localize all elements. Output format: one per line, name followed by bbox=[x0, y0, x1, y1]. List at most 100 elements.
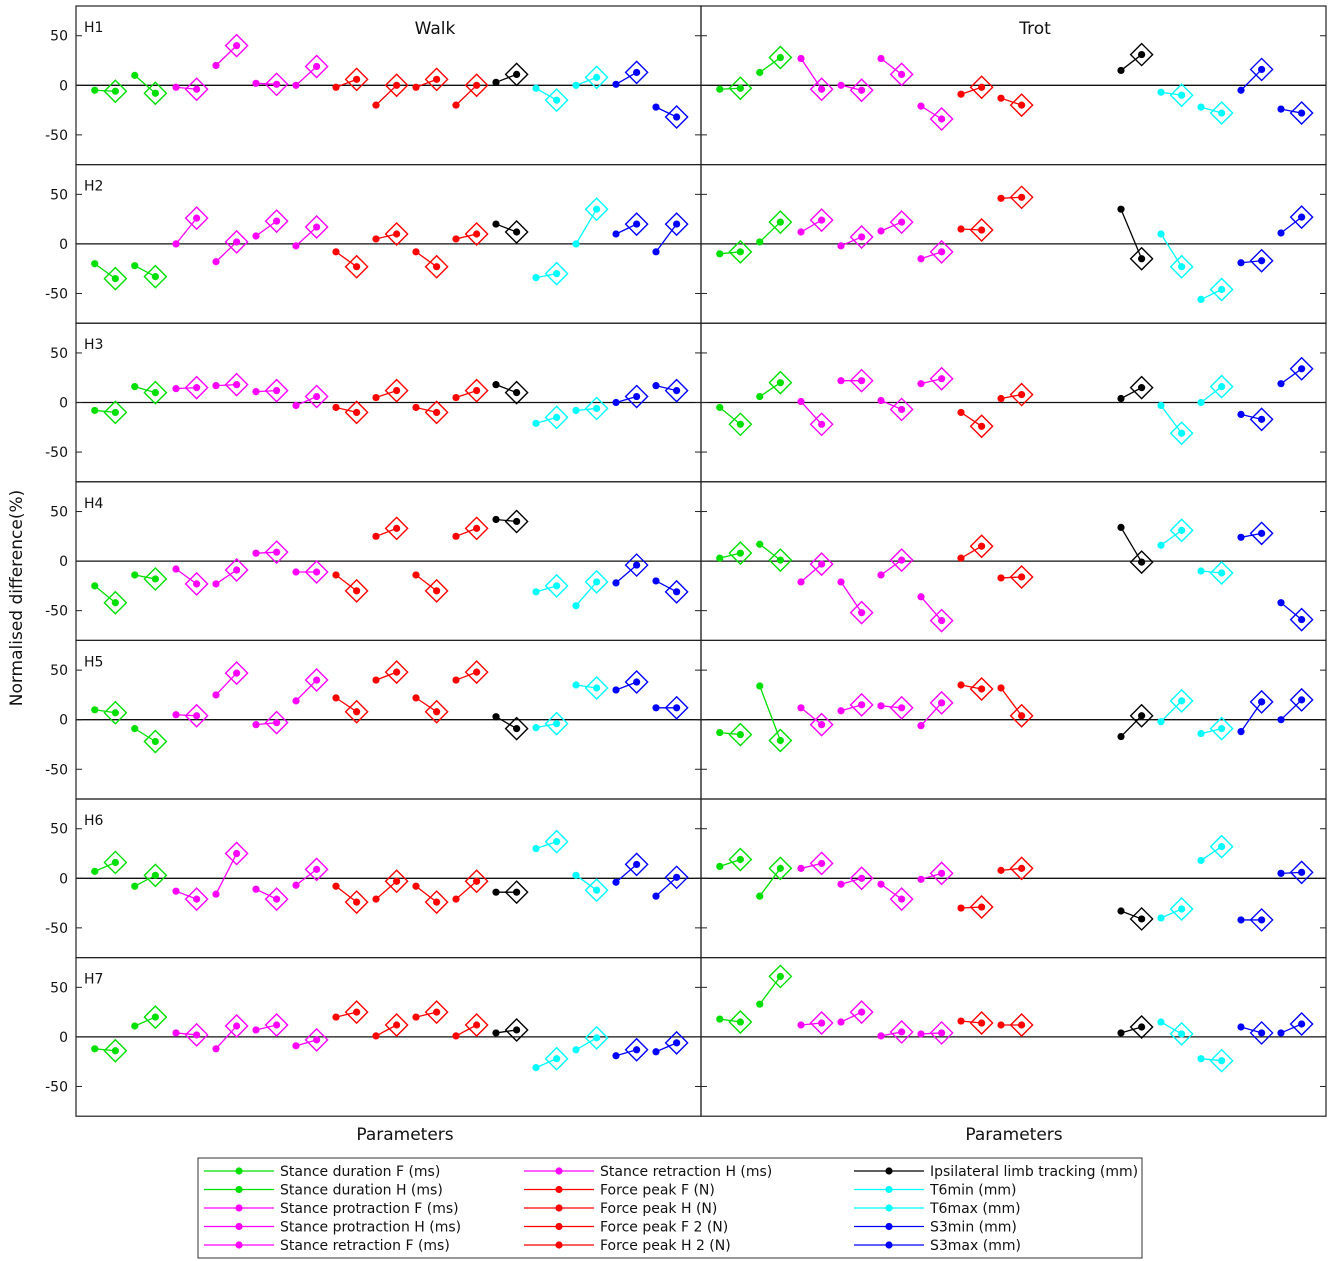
series-link-force-peak-h-2-n bbox=[455, 527, 477, 537]
diamond-stance-protraction-h-ms bbox=[224, 229, 249, 254]
y-tick-label: -50 bbox=[45, 286, 68, 302]
diamond-t6min-mm bbox=[544, 261, 569, 286]
point-right-stance-duration-h-ms bbox=[776, 53, 784, 62]
series-link-t6max-mm bbox=[575, 76, 597, 86]
legend-marker-force-peak-f-2-n bbox=[555, 1222, 563, 1231]
diamond-stance-protraction-f-ms bbox=[184, 703, 209, 728]
point-left-force-peak-f-n bbox=[332, 403, 340, 412]
diamond-stance-duration-h-ms bbox=[143, 264, 168, 289]
point-left-force-peak-f-n bbox=[332, 571, 340, 579]
diamond-s3max-mm bbox=[664, 378, 689, 403]
point-left-stance-protraction-h-ms bbox=[212, 691, 220, 699]
series-link-stance-protraction-h-ms bbox=[840, 1011, 862, 1023]
series-link-stance-duration-h-ms bbox=[134, 728, 156, 743]
point-left-s3max-mm bbox=[652, 704, 660, 712]
legend-label-t6max-mm: T6max (mm) bbox=[929, 1201, 1021, 1217]
point-right-s3min-mm bbox=[633, 678, 641, 686]
series-link-force-peak-h-n bbox=[375, 1024, 397, 1037]
point-right-t6max-mm bbox=[593, 404, 601, 413]
series-link-stance-protraction-f-ms bbox=[800, 219, 822, 233]
legend-label-stance-retraction-f-ms: Stance retraction F (ms) bbox=[280, 1238, 450, 1254]
series-link-ipsilateral-limb-tracking-mm bbox=[495, 384, 517, 394]
series-link-stance-duration-h-ms bbox=[759, 382, 781, 398]
series-link-stance-retraction-f-ms bbox=[255, 220, 278, 237]
point-left-stance-duration-h-ms bbox=[131, 571, 139, 579]
diamond-s3min-mm bbox=[1249, 907, 1274, 932]
point-left-stance-retraction-f-ms bbox=[252, 885, 260, 893]
series-link-stance-protraction-h-ms bbox=[840, 581, 863, 614]
point-right-ipsilateral-limb-tracking-mm bbox=[1138, 558, 1146, 566]
diamond-stance-protraction-h-ms bbox=[849, 368, 874, 393]
point-right-stance-retraction-h-ms bbox=[938, 869, 946, 877]
point-left-stance-duration-h-ms bbox=[756, 68, 764, 77]
diamond-stance-duration-f-ms bbox=[103, 400, 128, 425]
diamond-stance-protraction-h-ms bbox=[224, 661, 249, 686]
point-left-stance-protraction-h-ms bbox=[212, 382, 220, 390]
diamond-t6min-mm bbox=[544, 711, 569, 736]
series-link-stance-retraction-h-ms bbox=[920, 251, 942, 260]
legend-label-stance-duration-f-ms: Stance duration F (ms) bbox=[280, 1164, 440, 1180]
point-right-s3min-mm bbox=[633, 1046, 641, 1054]
point-right-stance-retraction-f-ms bbox=[273, 217, 281, 225]
point-left-force-peak-h-n bbox=[997, 684, 1005, 692]
point-right-stance-retraction-f-ms bbox=[898, 556, 906, 564]
point-right-t6min-mm bbox=[553, 838, 561, 846]
point-right-force-peak-h-n bbox=[1018, 390, 1026, 399]
diamond-force-peak-f-n bbox=[344, 67, 369, 92]
point-right-stance-protraction-h-ms bbox=[233, 1022, 241, 1030]
point-left-stance-protraction-f-ms bbox=[172, 887, 180, 895]
diamond-ipsilateral-limb-tracking-mm bbox=[504, 62, 529, 87]
diamond-s3min-mm bbox=[624, 553, 649, 578]
point-right-stance-protraction-h-ms bbox=[858, 233, 866, 241]
point-left-s3max-mm bbox=[1277, 229, 1285, 237]
legend-label-force-peak-f-2-n: Force peak F 2 (N) bbox=[600, 1220, 728, 1236]
series-link-s3min-mm bbox=[615, 681, 637, 691]
point-left-force-peak-f-2-n bbox=[412, 403, 420, 412]
diamond-force-peak-h-n bbox=[384, 1013, 409, 1037]
diamond-stance-protraction-h-ms bbox=[849, 224, 874, 249]
point-left-force-peak-h-2-n bbox=[452, 532, 460, 540]
series-link-ipsilateral-limb-tracking-mm bbox=[495, 716, 517, 730]
diamond-t6min-mm bbox=[544, 829, 569, 854]
series-link-t6min-mm bbox=[535, 1058, 557, 1069]
point-left-stance-duration-h-ms bbox=[131, 262, 139, 270]
diamond-stance-duration-f-ms bbox=[728, 239, 753, 264]
point-left-stance-retraction-h-ms bbox=[917, 1030, 925, 1038]
point-left-t6max-mm bbox=[1197, 1055, 1205, 1063]
point-right-stance-protraction-f-ms bbox=[818, 216, 826, 224]
diamond-stance-retraction-f-ms bbox=[889, 210, 914, 235]
y-tick-label: 50 bbox=[50, 187, 68, 203]
point-right-stance-retraction-f-ms bbox=[898, 405, 906, 414]
diamond-force-peak-f-n bbox=[969, 218, 994, 243]
point-right-stance-retraction-h-ms bbox=[938, 616, 946, 625]
series-link-stance-duration-h-ms bbox=[759, 57, 781, 73]
point-right-stance-protraction-h-ms bbox=[858, 609, 866, 617]
point-left-s3min-mm bbox=[612, 686, 620, 694]
diamond-stance-retraction-h-ms bbox=[304, 384, 329, 409]
point-right-force-peak-f-2-n bbox=[433, 1008, 441, 1016]
point-right-stance-duration-h-ms bbox=[776, 218, 784, 226]
diamond-stance-protraction-f-ms bbox=[809, 712, 834, 737]
diamond-stance-duration-h-ms bbox=[768, 370, 793, 395]
diamond-stance-duration-f-ms bbox=[728, 541, 753, 566]
diamond-stance-protraction-f-ms bbox=[184, 1022, 209, 1047]
point-left-stance-retraction-h-ms bbox=[292, 242, 300, 250]
point-left-stance-retraction-f-ms bbox=[252, 387, 260, 396]
point-left-ipsilateral-limb-tracking-mm bbox=[492, 1029, 500, 1037]
series-link-t6max-mm bbox=[1200, 846, 1222, 861]
series-link-s3max-mm bbox=[1280, 216, 1303, 234]
diamond-force-peak-h-2-n bbox=[464, 660, 489, 685]
diamond-force-peak-h-n bbox=[1009, 1013, 1034, 1037]
point-right-stance-retraction-f-ms bbox=[898, 895, 906, 903]
point-left-stance-retraction-h-ms bbox=[292, 401, 300, 410]
point-left-stance-duration-h-ms bbox=[131, 71, 139, 79]
y-tick-label: 0 bbox=[59, 713, 68, 729]
point-left-stance-duration-f-ms bbox=[716, 85, 724, 93]
point-right-force-peak-h-n bbox=[393, 877, 401, 885]
point-right-force-peak-h-2-n bbox=[473, 524, 481, 532]
series-link-t6min-mm bbox=[535, 841, 557, 850]
diamond-stance-protraction-h-ms bbox=[224, 33, 249, 58]
series-link-t6min-mm bbox=[1160, 233, 1183, 268]
point-left-stance-protraction-h-ms bbox=[837, 578, 845, 586]
point-right-ipsilateral-limb-tracking-mm bbox=[513, 1026, 521, 1034]
